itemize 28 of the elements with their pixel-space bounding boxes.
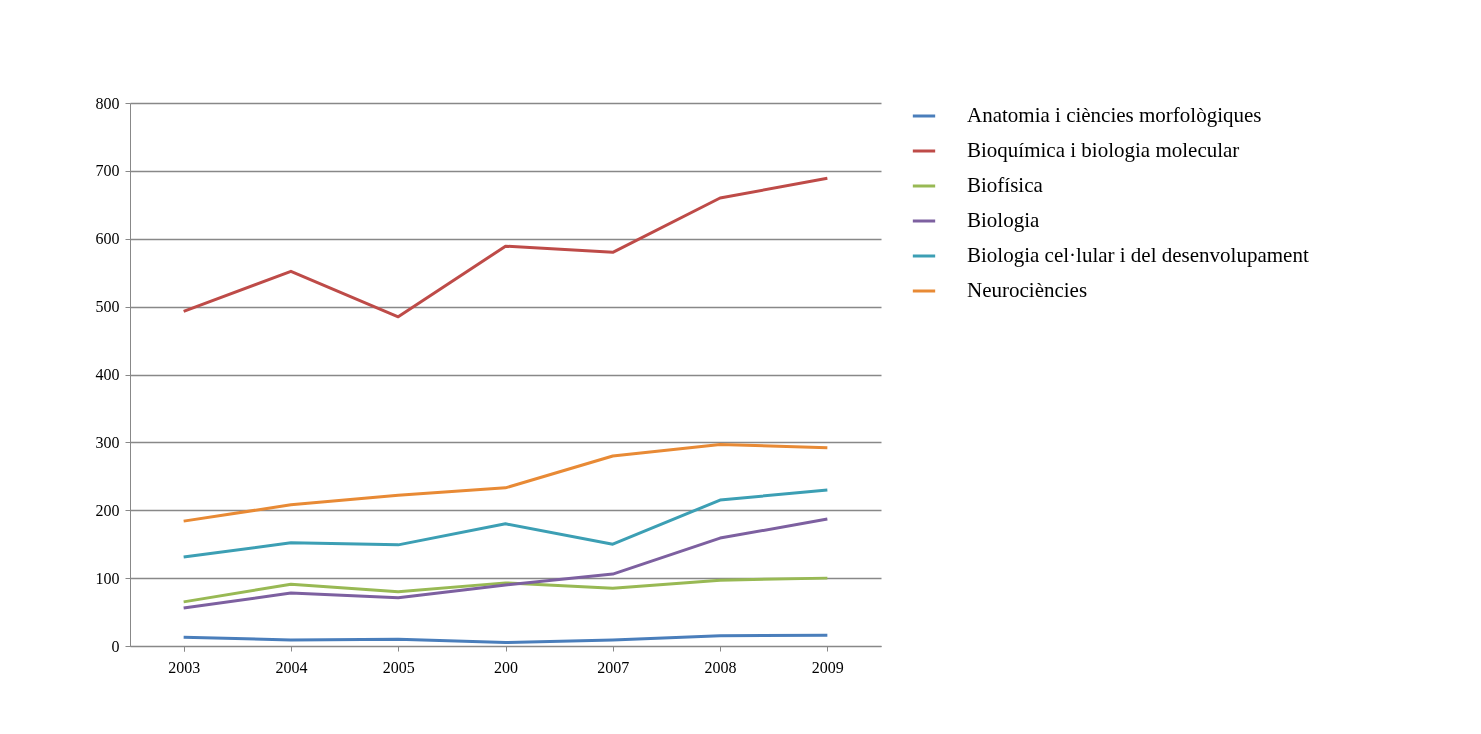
y-tick-label: 200 bbox=[95, 501, 120, 519]
y-tick-label: 0 bbox=[111, 637, 120, 655]
y-tick-label: 100 bbox=[95, 569, 120, 587]
line-series bbox=[182, 633, 829, 645]
legend-label: Anatomia i ciències morfològiques bbox=[967, 103, 1262, 127]
x-tick-label: 2008 bbox=[704, 658, 737, 676]
legend-label: Biologia cel·lular i del desenvolupament bbox=[967, 243, 1309, 267]
y-tick-label: 400 bbox=[95, 366, 120, 383]
y-tick-label: 700 bbox=[95, 162, 120, 180]
x-tick-label: 2005 bbox=[382, 658, 415, 676]
legend-label: Biologia bbox=[967, 208, 1041, 232]
x-tick-label: 2003 bbox=[168, 658, 201, 676]
line-series bbox=[182, 576, 829, 604]
line-series bbox=[182, 176, 829, 319]
x-tick-label: 200 bbox=[494, 658, 518, 676]
x-tick-label: 2004 bbox=[275, 658, 308, 676]
y-tick-label: 800 bbox=[95, 94, 120, 112]
x-tick-label: 2009 bbox=[811, 658, 844, 676]
legend-label: Bioquímica i biologia molecular bbox=[967, 138, 1240, 162]
y-tick-label: 600 bbox=[95, 230, 120, 248]
line-series bbox=[182, 488, 829, 559]
line-series bbox=[182, 517, 829, 610]
legend-label: Neurociències bbox=[967, 278, 1088, 302]
y-tick-label: 300 bbox=[95, 433, 120, 451]
legend-label: Biofísica bbox=[967, 173, 1044, 197]
line-series bbox=[182, 442, 829, 523]
y-tick-label: 500 bbox=[95, 298, 120, 316]
x-tick-label: 2007 bbox=[597, 658, 630, 676]
